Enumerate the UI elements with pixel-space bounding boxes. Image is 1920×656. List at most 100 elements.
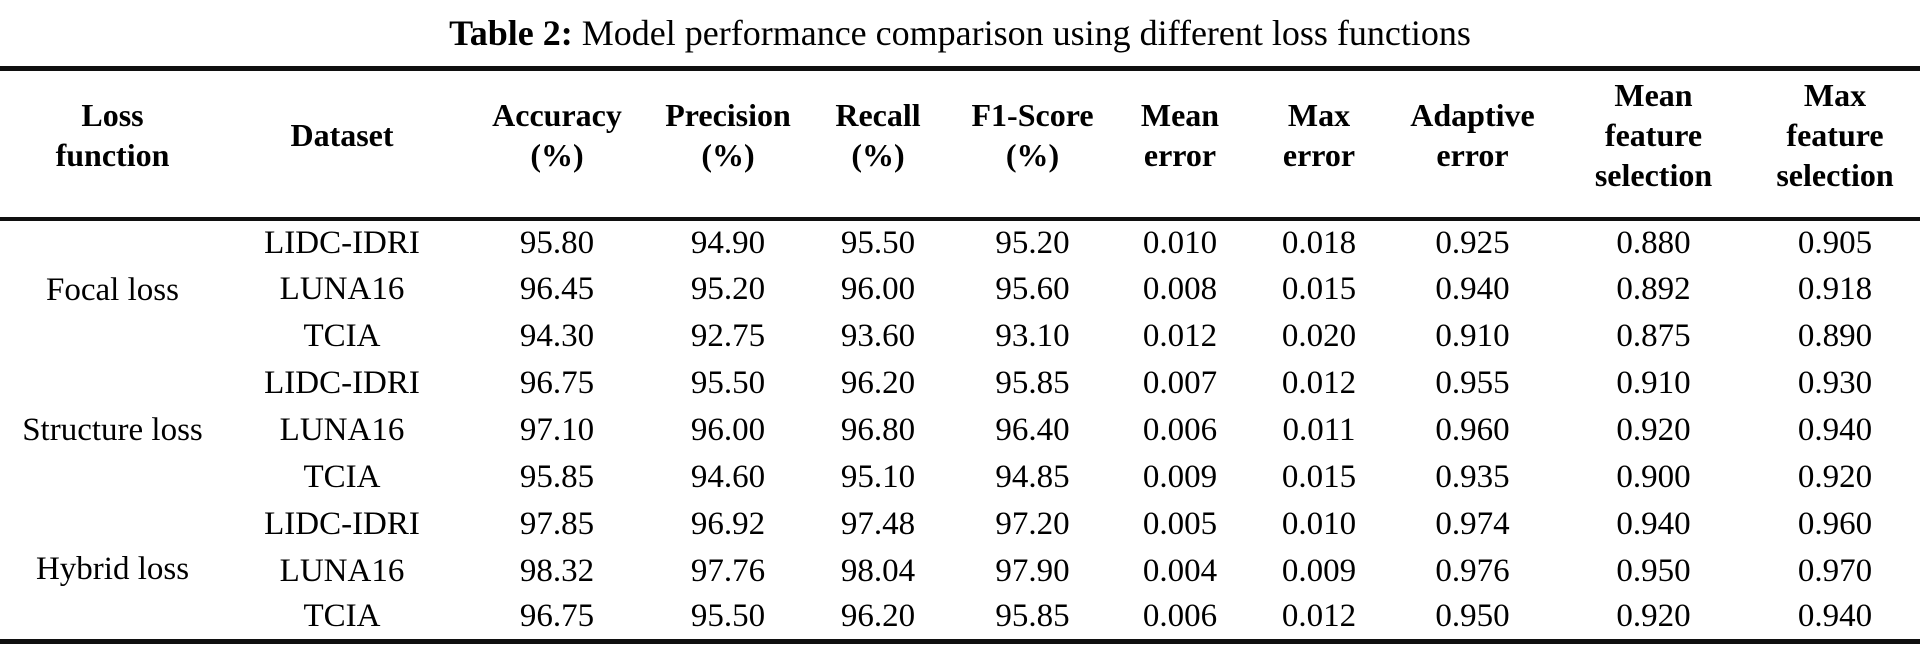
- metric-cell: 0.976: [1435, 552, 1510, 589]
- metric-cell: 97.85: [519, 505, 595, 542]
- metric-cell: 96.75: [519, 364, 595, 401]
- dataset-cell: LUNA16: [279, 270, 405, 307]
- metric-cell: 0.005: [1142, 505, 1218, 542]
- metric-cell: 0.006: [1142, 598, 1218, 635]
- metric-cell: 94.90: [690, 224, 766, 261]
- table-row: LUNA16 97.10 96.00 96.80 96.40 0.006 0.0…: [0, 407, 1920, 454]
- metric-cell: 0.890: [1797, 317, 1873, 354]
- table-row: Focal loss LIDC-IDRI 95.80 94.90 95.50 9…: [0, 219, 1920, 308]
- metric-cell: 0.920: [1616, 598, 1691, 635]
- metric-cell: 0.960: [1435, 411, 1510, 448]
- header-row: Loss function Dataset Accuracy (%) Precisi…: [0, 69, 1920, 219]
- metric-cell: 96.20: [840, 364, 916, 401]
- metric-cell: 0.892: [1616, 270, 1691, 307]
- metric-cell: 96.45: [519, 270, 595, 307]
- dataset-cell: LIDC-IDRI: [264, 224, 420, 261]
- metric-cell: 0.925: [1435, 224, 1510, 261]
- dataset-cell: TCIA: [303, 458, 381, 495]
- metric-cell: 0.012: [1142, 317, 1218, 354]
- metric-cell: 94.30: [519, 317, 595, 354]
- metric-cell: 0.012: [1281, 598, 1357, 635]
- metric-cell: 0.910: [1616, 364, 1691, 401]
- table-caption: Table 2: Model performance comparison us…: [0, 0, 1920, 66]
- table-row: TCIA 95.85 94.60 95.10 94.85 0.009 0.015…: [0, 454, 1920, 501]
- metric-cell: 0.970: [1797, 552, 1873, 589]
- metric-cell: 97.20: [995, 505, 1070, 542]
- metric-cell: 95.85: [995, 364, 1070, 401]
- metric-cell: 0.875: [1616, 317, 1691, 354]
- metric-cell: 0.955: [1435, 364, 1510, 401]
- loss-group-label: Structure loss: [22, 411, 203, 448]
- dataset-cell: TCIA: [303, 317, 381, 354]
- metric-cell: 0.006: [1142, 411, 1218, 448]
- metric-cell: 95.85: [519, 458, 595, 495]
- metric-cell: 0.940: [1797, 598, 1873, 635]
- table-row: Hybrid loss LIDC-IDRI 97.85 96.92 97.48 …: [0, 501, 1920, 588]
- col-header-recall: Recall (%): [835, 96, 921, 173]
- performance-table: Loss function Dataset Accuracy (%) Precisi…: [0, 66, 1920, 644]
- metric-cell: 0.920: [1797, 458, 1873, 495]
- dataset-cell: LIDC-IDRI: [264, 505, 420, 542]
- metric-cell: 95.50: [690, 598, 766, 635]
- metric-cell: 97.90: [995, 552, 1070, 589]
- metric-cell: 95.20: [995, 224, 1070, 261]
- col-header-loss-function: Loss function: [55, 96, 170, 173]
- col-header-accuracy: Accuracy (%): [492, 96, 622, 173]
- metric-cell: 0.018: [1281, 224, 1357, 261]
- metric-cell: 96.75: [519, 598, 595, 635]
- col-header-mean-feature-selection: Mean feature selection: [1594, 76, 1713, 193]
- metric-cell: 95.85: [995, 598, 1070, 635]
- metric-cell: 96.20: [840, 598, 916, 635]
- metric-cell: 94.60: [690, 458, 766, 495]
- loss-group-label: Hybrid loss: [35, 551, 190, 588]
- metric-cell: 95.50: [690, 364, 766, 401]
- metric-cell: 0.009: [1142, 458, 1218, 495]
- metric-cell: 95.20: [690, 270, 766, 307]
- metric-cell: 93.60: [840, 317, 916, 354]
- metric-cell: 95.80: [519, 224, 595, 261]
- metric-cell: 98.04: [840, 552, 916, 589]
- metric-cell: 0.935: [1435, 458, 1510, 495]
- col-header-adaptive-error: Adaptive error: [1410, 96, 1535, 173]
- metric-cell: 96.00: [840, 270, 916, 307]
- metric-cell: 0.910: [1435, 317, 1510, 354]
- metric-cell: 0.930: [1797, 364, 1873, 401]
- table-row: TCIA 94.30 92.75 93.60 93.10 0.012 0.020…: [0, 313, 1920, 360]
- metric-cell: 96.40: [995, 411, 1070, 448]
- metric-cell: 0.010: [1142, 224, 1218, 261]
- table-row: LUNA16 98.32 97.76 98.04 97.90 0.004 0.0…: [0, 548, 1920, 595]
- metric-cell: 0.009: [1281, 552, 1357, 589]
- metric-cell: 0.880: [1616, 224, 1691, 261]
- metric-cell: 96.00: [690, 411, 766, 448]
- dataset-cell: TCIA: [303, 598, 381, 635]
- col-header-precision: Precision (%): [665, 96, 791, 173]
- dataset-cell: LUNA16: [279, 552, 405, 589]
- metric-cell: 0.940: [1616, 505, 1691, 542]
- metric-cell: 0.010: [1281, 505, 1357, 542]
- caption-text: Model performance comparison using diffe…: [581, 13, 1471, 53]
- loss-group-label: Focal loss: [46, 271, 179, 308]
- caption-label: Table 2:: [449, 13, 573, 53]
- table-row: Structure loss LIDC-IDRI 96.75 95.50 96.…: [0, 360, 1920, 448]
- col-header-dataset: Dataset: [290, 116, 394, 153]
- metric-cell: 0.007: [1142, 364, 1218, 401]
- metric-cell: 0.920: [1616, 411, 1691, 448]
- metric-cell: 95.10: [840, 458, 916, 495]
- dataset-cell: LIDC-IDRI: [264, 364, 420, 401]
- metric-cell: 94.85: [995, 458, 1070, 495]
- metric-cell: 96.92: [690, 505, 766, 542]
- metric-cell: 0.918: [1797, 270, 1873, 307]
- metric-cell: 0.020: [1281, 317, 1357, 354]
- metric-cell: 0.940: [1435, 270, 1510, 307]
- metric-cell: 98.32: [519, 552, 595, 589]
- col-header-max-error: Max error: [1282, 96, 1356, 173]
- metric-cell: 97.10: [519, 411, 595, 448]
- metric-cell: 0.011: [1282, 411, 1356, 448]
- metric-cell: 92.75: [690, 317, 766, 354]
- metric-cell: 0.015: [1281, 270, 1357, 307]
- metric-cell: 0.004: [1142, 552, 1218, 589]
- metric-cell: 95.50: [840, 224, 916, 261]
- metric-cell: 0.960: [1797, 505, 1873, 542]
- metric-cell: 96.80: [840, 411, 916, 448]
- col-header-max-feature-selection: Max feature selection: [1776, 76, 1894, 193]
